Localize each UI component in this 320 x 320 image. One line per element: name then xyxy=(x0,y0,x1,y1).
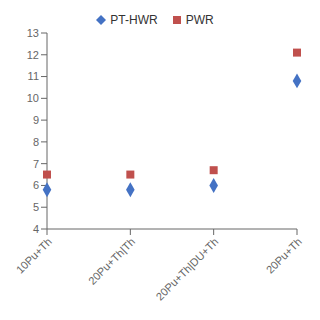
svg-text:20Pu+Th|DU+Th: 20Pu+Th|DU+Th xyxy=(153,235,220,302)
svg-text:11: 11 xyxy=(28,70,39,82)
svg-text:6: 6 xyxy=(33,179,39,191)
svg-text:12: 12 xyxy=(27,49,39,61)
svg-text:13: 13 xyxy=(27,27,39,39)
svg-text:20Pu+Th: 20Pu+Th xyxy=(264,235,304,275)
html-text:PWR: PWR xyxy=(185,13,214,27)
svg-text:7: 7 xyxy=(33,158,39,170)
svg-text:20Pu+Th|Th: 20Pu+Th|Th xyxy=(86,235,137,286)
svg-text:10Pu+Th: 10Pu+Th xyxy=(14,235,54,275)
svg-text:8: 8 xyxy=(33,136,39,148)
svg-text:10: 10 xyxy=(27,92,39,104)
svg-text:9: 9 xyxy=(33,114,39,126)
html-text:PT-HWR: PT-HWR xyxy=(110,13,158,27)
svg-text:5: 5 xyxy=(33,201,39,213)
svg-text:4: 4 xyxy=(33,223,39,235)
